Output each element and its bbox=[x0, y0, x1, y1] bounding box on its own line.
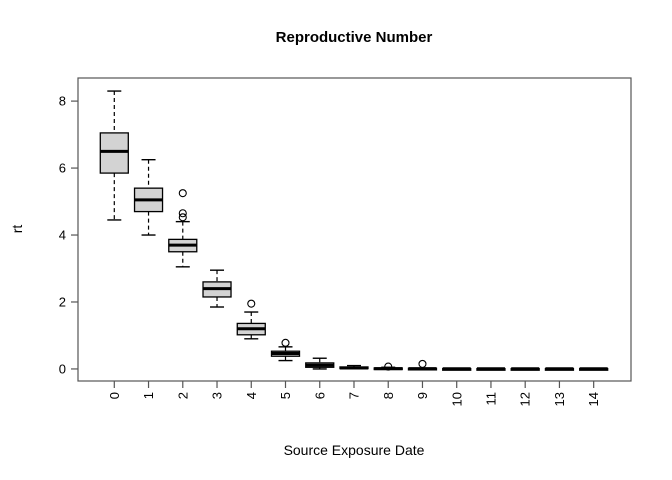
x-tick-label: 7 bbox=[347, 392, 362, 399]
y-tick-label: 4 bbox=[59, 228, 66, 243]
x-tick-label: 5 bbox=[278, 392, 293, 399]
x-tick-label: 1 bbox=[141, 392, 156, 399]
box-group-2 bbox=[168, 189, 198, 268]
outlier-point bbox=[281, 338, 290, 347]
outlier-point bbox=[247, 299, 256, 308]
box-group-5 bbox=[270, 338, 301, 362]
x-tick-label: 13 bbox=[552, 392, 567, 406]
y-tick-label: 8 bbox=[59, 94, 66, 109]
x-tick-label: 9 bbox=[415, 392, 430, 399]
x-tick-label: 14 bbox=[586, 392, 601, 406]
y-axis: 0 2 4 6 8 bbox=[59, 94, 78, 376]
box-group-6 bbox=[305, 357, 335, 370]
box-group-9 bbox=[407, 359, 438, 371]
x-tick-label: 4 bbox=[244, 392, 259, 399]
y-tick-label: 0 bbox=[59, 361, 66, 376]
y-tick-label: 2 bbox=[59, 295, 66, 310]
box-group-12 bbox=[510, 367, 540, 371]
box-group-1 bbox=[133, 158, 164, 236]
x-tick-label: 8 bbox=[381, 392, 396, 399]
box-group-7 bbox=[339, 364, 369, 370]
box-group-0 bbox=[99, 90, 129, 221]
outlier-point bbox=[178, 189, 187, 198]
box-series bbox=[99, 90, 609, 371]
box-group-11 bbox=[476, 367, 506, 371]
outlier-point bbox=[178, 213, 187, 222]
x-tick-label: 10 bbox=[449, 392, 464, 406]
plot-frame bbox=[77, 77, 632, 382]
outlier-point bbox=[178, 209, 187, 218]
box-group-3 bbox=[202, 269, 232, 308]
box-group-10 bbox=[442, 367, 472, 371]
x-axis-title: Source Exposure Date bbox=[284, 442, 425, 458]
x-tick-label: 6 bbox=[312, 392, 327, 399]
x-axis: 0 1 2 3 4 5 6 7 8 9 10 11 12 13 14 bbox=[107, 381, 601, 406]
iqr-box bbox=[99, 132, 129, 174]
x-tick-label: 3 bbox=[210, 392, 225, 399]
box-group-13 bbox=[544, 367, 575, 371]
chart-title: Reproductive Number bbox=[276, 29, 433, 46]
x-tick-label: 12 bbox=[518, 392, 533, 406]
box-group-8 bbox=[373, 362, 403, 371]
x-tick-label: 11 bbox=[484, 392, 499, 406]
outlier-point bbox=[418, 359, 427, 368]
y-axis-title: rt bbox=[9, 225, 25, 234]
box-group-4 bbox=[236, 299, 266, 340]
x-tick-label: 0 bbox=[107, 392, 122, 399]
y-tick-label: 6 bbox=[59, 161, 66, 176]
x-tick-label: 2 bbox=[175, 392, 190, 399]
box-group-14 bbox=[579, 367, 609, 371]
outlier-point bbox=[384, 362, 393, 371]
